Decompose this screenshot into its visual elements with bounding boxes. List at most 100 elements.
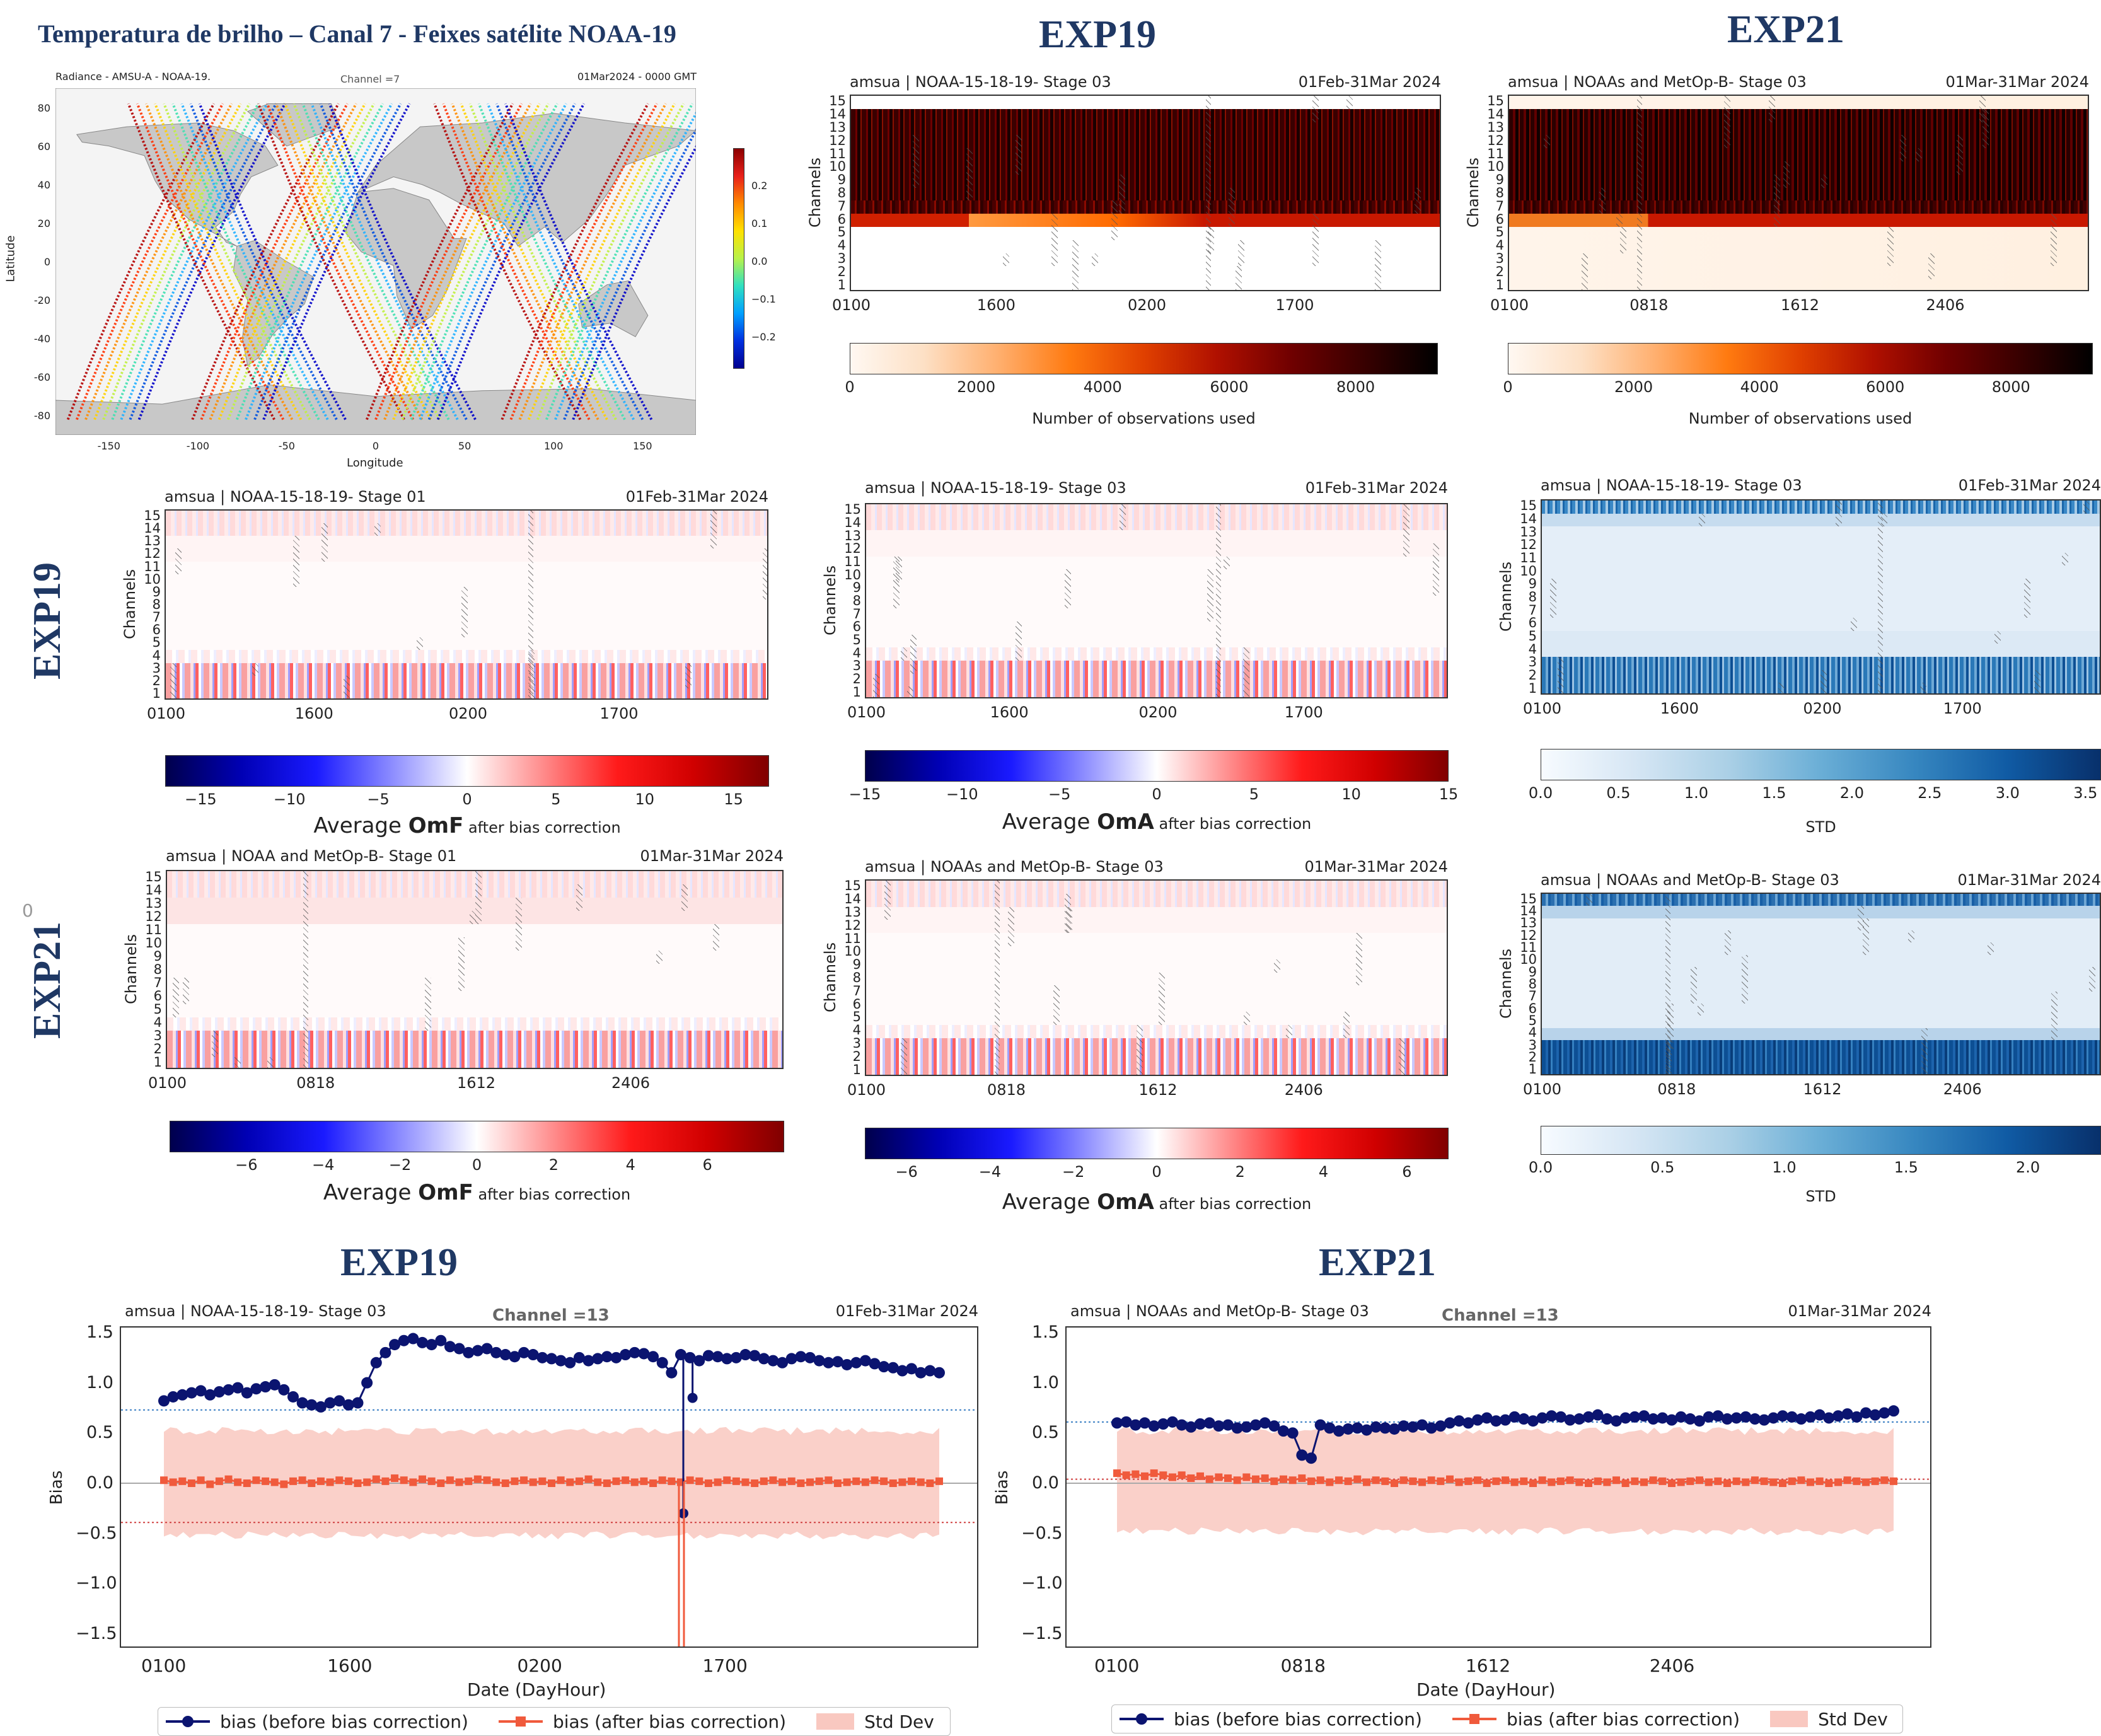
- series-after-point: [732, 1477, 740, 1485]
- series-before-point: [1361, 1424, 1372, 1436]
- series-before-point: [536, 1351, 548, 1363]
- y-axis-label: Bias: [47, 1470, 66, 1505]
- colorbar: [850, 343, 1438, 374]
- x-tick-label: 0200: [1803, 700, 1842, 717]
- series-before-point: [1370, 1421, 1382, 1433]
- panel-title: amsua | NOAA-15-18-19- Stage 03: [850, 73, 1111, 91]
- series-after-point: [1492, 1477, 1500, 1485]
- series-before-point: [1657, 1412, 1669, 1424]
- series-after-point: [197, 1476, 205, 1484]
- series-after-point: [427, 1477, 436, 1485]
- heatmap-row-channel-8: [866, 595, 1447, 609]
- series-after-point: [695, 1477, 703, 1485]
- x-tick-label: 1700: [1275, 296, 1314, 314]
- missing-data-hatch: [966, 148, 973, 201]
- missing-data-hatch: [1235, 266, 1242, 290]
- missing-data-hatch: [1375, 240, 1382, 290]
- series-after-point: [298, 1476, 306, 1484]
- y-tick-label: 13: [829, 120, 846, 135]
- panel-center-title: Channel =13: [1442, 1306, 1559, 1325]
- heatmap-row-channel-5: [166, 637, 767, 651]
- missing-data-hatch: [1741, 954, 1748, 1004]
- missing-data-hatch: [912, 135, 919, 188]
- missing-data-hatch: [2024, 579, 2031, 618]
- series-after-point: [1575, 1478, 1583, 1486]
- orbit-swath: [486, 103, 635, 420]
- orbit-swath: [191, 103, 340, 420]
- series-before-point: [287, 1391, 299, 1403]
- heatmap-row-channel-14: [1509, 108, 2088, 123]
- missing-data-hatch: [685, 663, 692, 688]
- series-after-point: [1215, 1473, 1223, 1481]
- heatmap-row-channel-8: [1509, 187, 2088, 201]
- heatmap-row-channel-9: [1509, 174, 2088, 188]
- colorbar-label-suffix: after bias correction: [473, 1186, 631, 1203]
- y-tick-label: 13: [144, 533, 161, 549]
- panel-date: 01Mar-31Mar 2024: [1957, 871, 2101, 889]
- series-before-point: [687, 1392, 698, 1403]
- heatmap-row-channel-15: [1509, 96, 2088, 110]
- heatmap-row-channel-1: [866, 686, 1447, 697]
- series-after-point: [1122, 1471, 1130, 1479]
- series-after-point: [1242, 1473, 1251, 1481]
- series-before-point: [1481, 1412, 1493, 1424]
- series-before-point: [628, 1346, 640, 1358]
- y-tick-label: 10: [844, 944, 861, 959]
- series-before-point: [463, 1346, 475, 1358]
- series-before-point: [1814, 1409, 1826, 1421]
- map-ylabel: Latitude: [4, 235, 18, 282]
- missing-data-hatch: [1725, 930, 1732, 955]
- series-after-point: [1427, 1476, 1435, 1484]
- series-before-point: [1314, 1419, 1326, 1431]
- series-after-point: [1381, 1477, 1389, 1485]
- series-after-point: [806, 1478, 814, 1486]
- series-after-point: [1797, 1476, 1805, 1484]
- series-before-point: [564, 1357, 576, 1369]
- heatmap-row-channel-2: [1542, 1052, 2100, 1065]
- series-before-point: [195, 1385, 207, 1397]
- colorbar-tick-label: −2: [388, 1156, 412, 1174]
- series-after-point: [1113, 1469, 1121, 1478]
- series-before-point: [1823, 1412, 1835, 1424]
- heatmap-row-channel-8: [1542, 591, 2100, 605]
- y-tick-label: 4: [153, 1015, 162, 1031]
- y-tick-label: 8: [852, 593, 861, 608]
- series-after-point: [1233, 1476, 1241, 1484]
- map-x-tick-label: -150: [97, 440, 120, 452]
- series-before-point: [758, 1353, 770, 1365]
- heatmap-row-channel-6: [866, 622, 1447, 635]
- panel-center-title: Channel =13: [492, 1306, 610, 1325]
- y-tick-label: 4: [1528, 641, 1537, 657]
- missing-data-hatch: [1769, 96, 1776, 122]
- series-before-point: [509, 1351, 521, 1363]
- heatmap-row-channel-3: [166, 663, 767, 676]
- colorbar-tick-label: 1.5: [1762, 784, 1786, 802]
- missing-data-column: [1216, 504, 1221, 697]
- series-before-point: [1444, 1417, 1456, 1429]
- series-before-point: [896, 1365, 908, 1377]
- series-after-point: [1723, 1479, 1731, 1488]
- x-tick-label: 0100: [847, 1081, 886, 1099]
- orbit-swath: [171, 103, 320, 420]
- heatmap-row-channel-15: [167, 871, 782, 885]
- y-tick-label: 1.0: [1032, 1372, 1059, 1392]
- y-tick-label: 9: [152, 584, 161, 599]
- orbit-swath: [127, 103, 275, 420]
- missing-data-hatch: [1544, 135, 1551, 149]
- series-before-point: [1611, 1415, 1622, 1427]
- series-before-point: [823, 1357, 835, 1369]
- series-before-point: [379, 1346, 391, 1358]
- y-tick-label: 2: [1528, 1050, 1537, 1065]
- y-tick-label: 7: [153, 975, 162, 991]
- series-before-point: [582, 1355, 594, 1367]
- colorbar-label-bold: OmA: [1097, 809, 1154, 835]
- heatmap-row-channel-9: [851, 174, 1440, 188]
- heatmap-row-channel-12: [166, 548, 767, 562]
- heatmap-row-channel-5: [851, 227, 1440, 241]
- heatmap-row-channel-11: [1542, 552, 2100, 566]
- missing-data-hatch: [1599, 187, 1606, 214]
- heatmap-row-channel-11: [167, 924, 782, 938]
- heatmap-row-channel-10: [1542, 565, 2100, 579]
- series-before-point: [749, 1350, 761, 1362]
- series-after-point: [1779, 1479, 1786, 1488]
